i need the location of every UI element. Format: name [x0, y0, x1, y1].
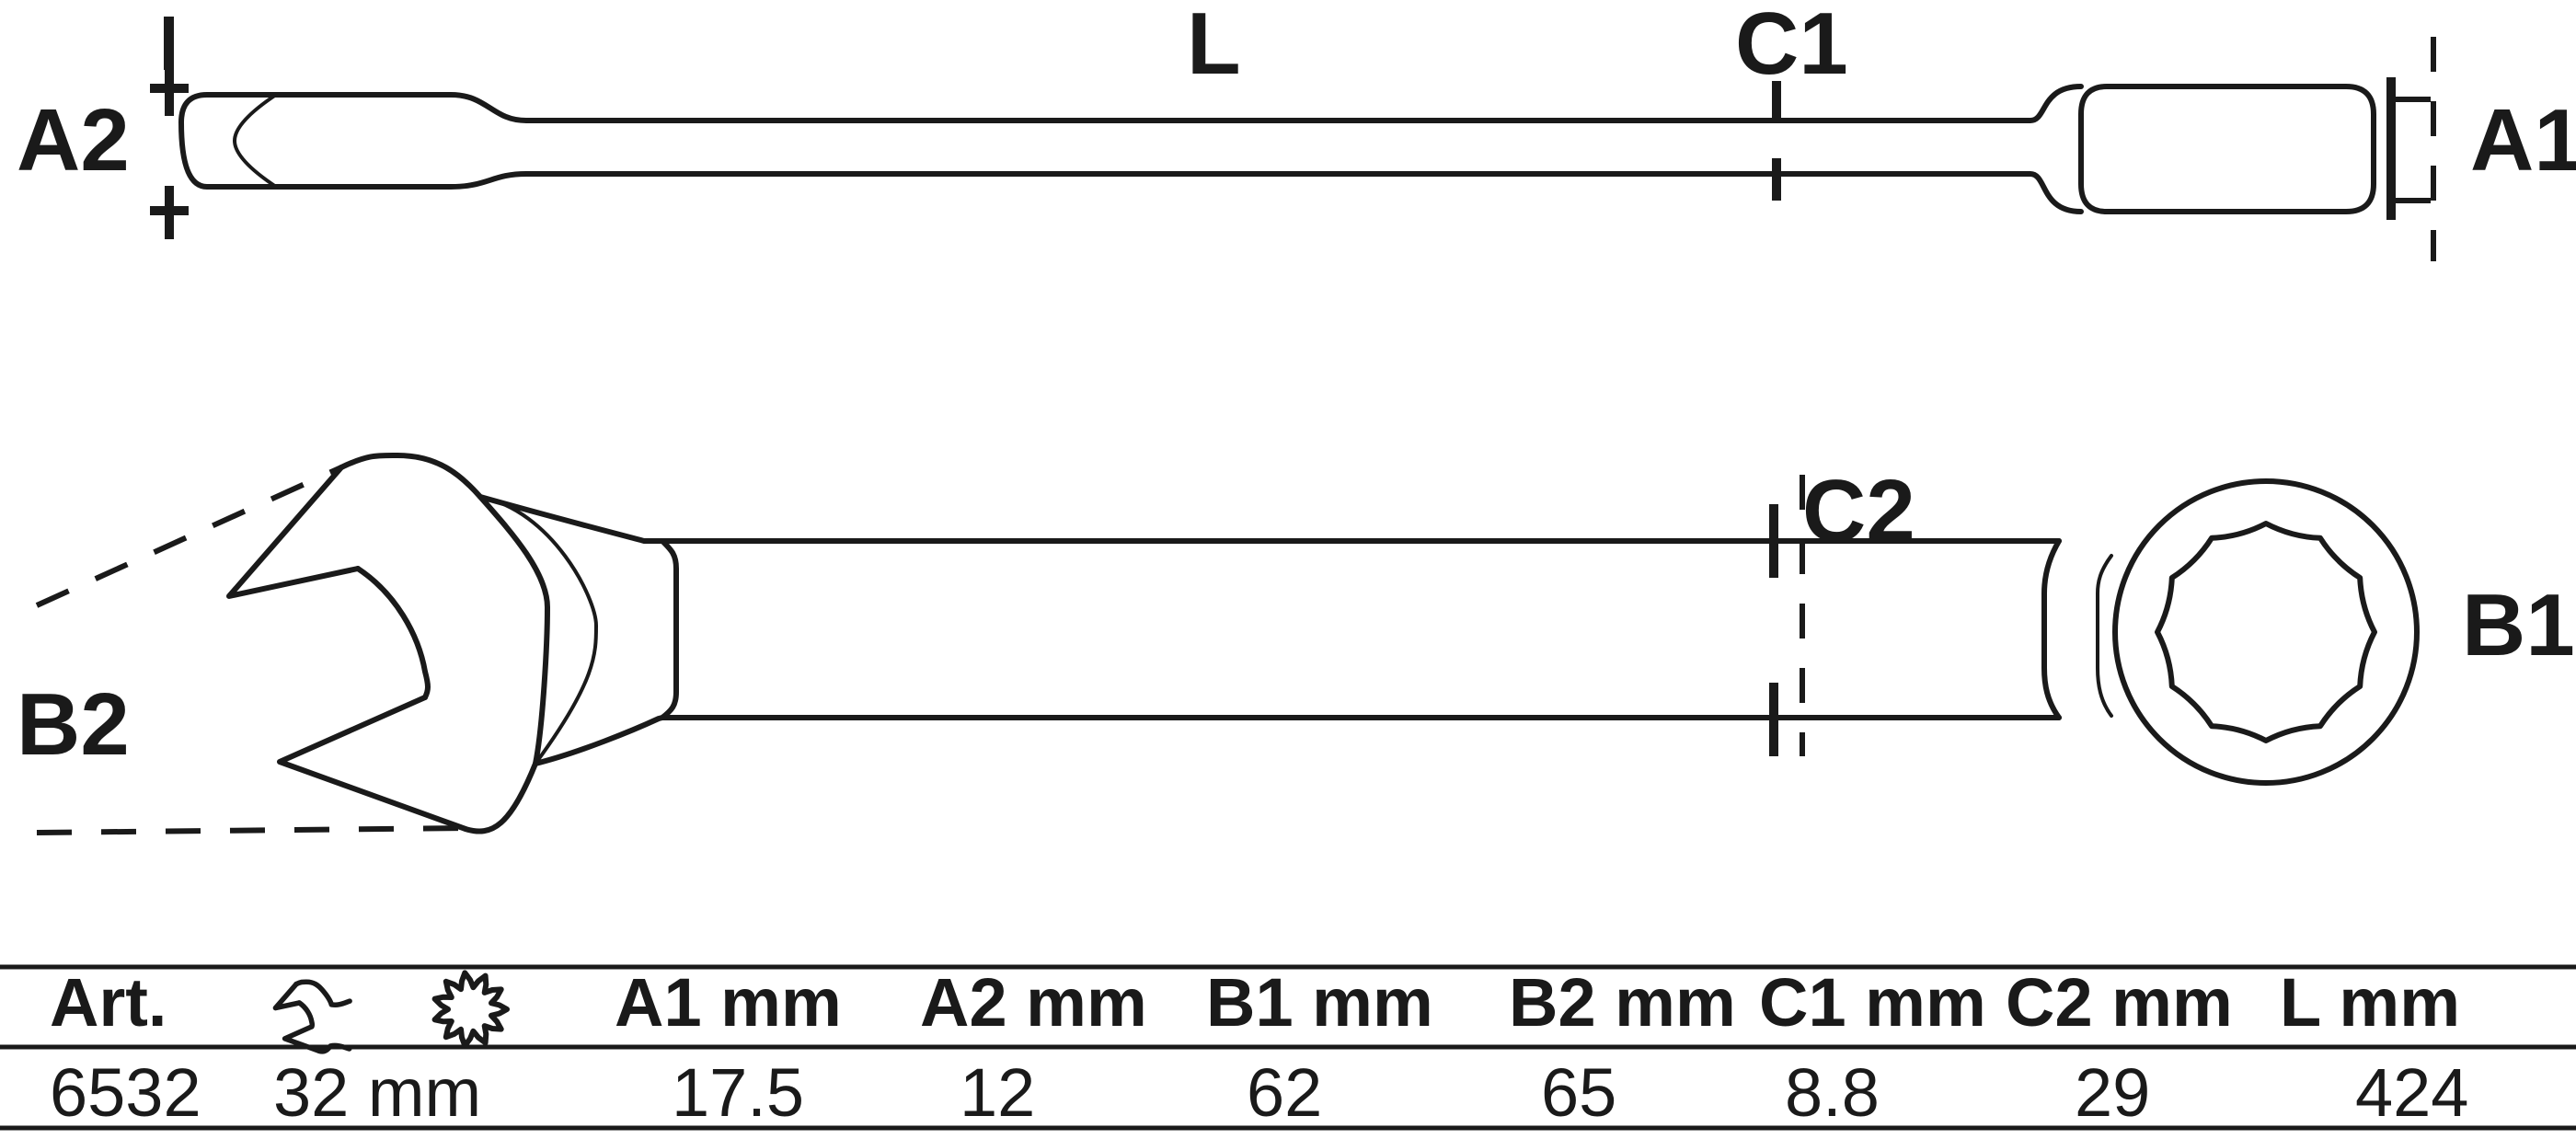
- svg-text:12: 12: [960, 1054, 1035, 1131]
- svg-text:32 mm: 32 mm: [273, 1054, 481, 1131]
- svg-text:C2: C2: [1802, 462, 1915, 560]
- svg-text:424: 424: [2355, 1054, 2468, 1131]
- svg-text:C2 mm: C2 mm: [2006, 964, 2233, 1041]
- svg-text:C1: C1: [1735, 0, 1848, 93]
- svg-text:65: 65: [1541, 1054, 1616, 1131]
- svg-text:B1 mm: B1 mm: [1206, 964, 1433, 1041]
- svg-text:8.8: 8.8: [1785, 1054, 1880, 1131]
- svg-text:B2 mm: B2 mm: [1509, 964, 1736, 1041]
- svg-text:62: 62: [1247, 1054, 1322, 1131]
- svg-text:L: L: [1187, 0, 1241, 93]
- svg-text:A2 mm: A2 mm: [920, 964, 1147, 1041]
- svg-text:A1 mm: A1 mm: [615, 964, 842, 1041]
- svg-text:A2: A2: [17, 91, 130, 190]
- svg-text:6532: 6532: [50, 1054, 201, 1131]
- svg-text:Art.: Art.: [50, 964, 167, 1041]
- svg-text:C1 mm: C1 mm: [1759, 964, 1986, 1041]
- svg-text:L mm: L mm: [2280, 964, 2460, 1041]
- svg-text:A1: A1: [2470, 91, 2576, 190]
- svg-text:29: 29: [2075, 1054, 2150, 1131]
- svg-text:B1: B1: [2462, 576, 2575, 674]
- svg-text:17.5: 17.5: [672, 1054, 804, 1131]
- svg-text:B2: B2: [17, 675, 130, 774]
